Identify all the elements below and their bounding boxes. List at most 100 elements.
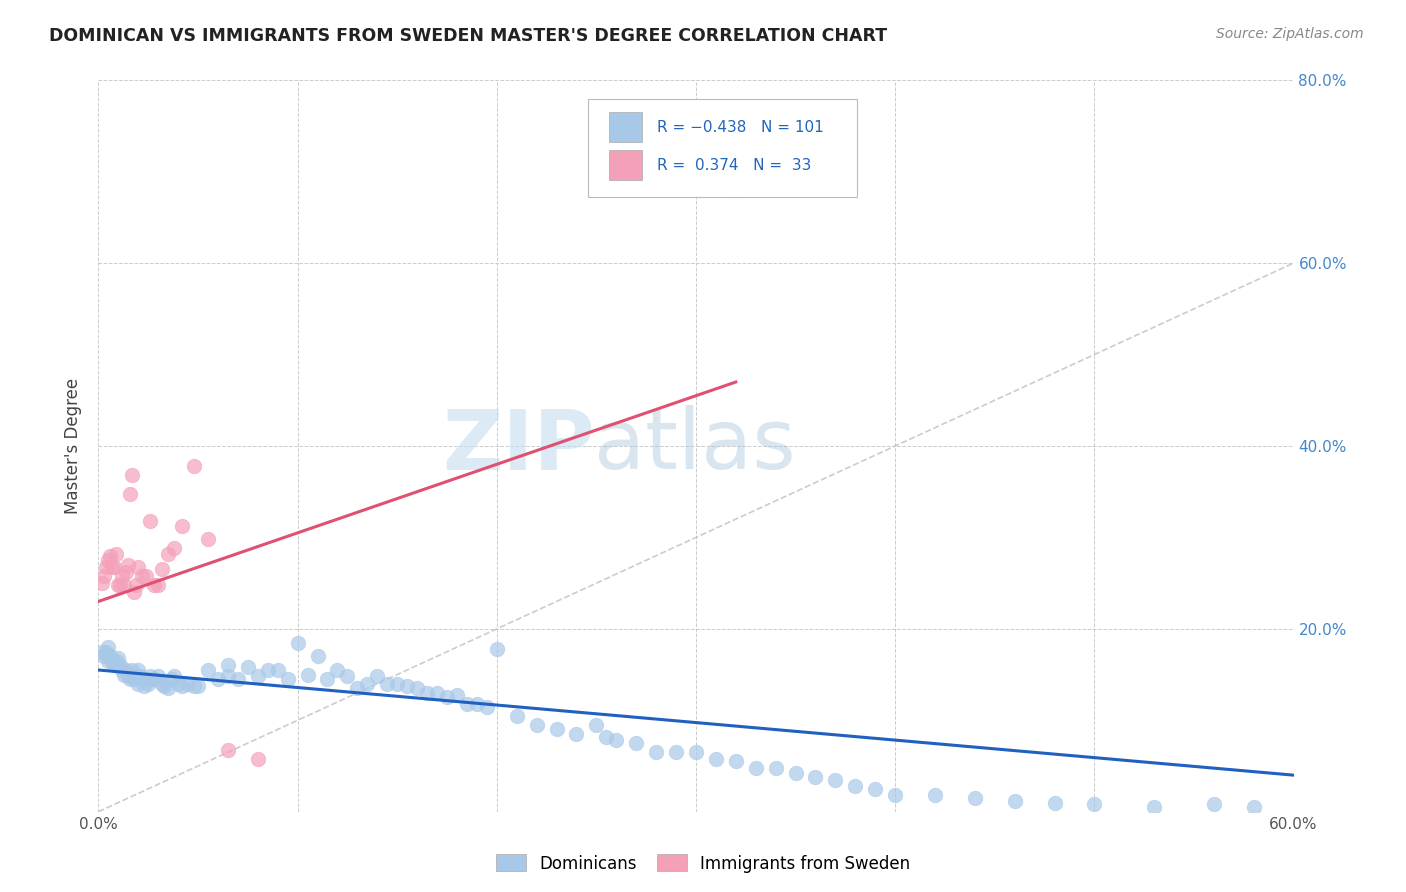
Point <box>745 761 768 775</box>
Point <box>546 723 568 737</box>
Point <box>236 660 259 674</box>
Point <box>127 676 149 690</box>
Point <box>267 663 290 677</box>
Point <box>96 645 118 659</box>
Legend: Dominicans, Immigrants from Sweden: Dominicans, Immigrants from Sweden <box>489 847 917 880</box>
Point <box>207 672 229 686</box>
Point <box>124 672 146 686</box>
Point <box>1202 797 1225 812</box>
Point <box>101 559 124 574</box>
Point <box>605 733 627 747</box>
Point <box>436 690 458 705</box>
Point <box>626 736 648 750</box>
FancyBboxPatch shape <box>609 112 643 143</box>
Point <box>884 789 907 803</box>
Point <box>685 745 707 759</box>
FancyBboxPatch shape <box>589 99 858 197</box>
Point <box>127 663 149 677</box>
Point <box>143 578 166 592</box>
Point <box>172 679 194 693</box>
Text: DOMINICAN VS IMMIGRANTS FROM SWEDEN MASTER'S DEGREE CORRELATION CHART: DOMINICAN VS IMMIGRANTS FROM SWEDEN MAST… <box>49 27 887 45</box>
Point <box>446 688 468 702</box>
Point <box>97 553 120 567</box>
Point <box>595 730 617 744</box>
Point <box>197 533 219 547</box>
Point <box>139 669 162 683</box>
Point <box>110 578 132 592</box>
Point <box>1043 796 1066 810</box>
Point <box>217 742 239 756</box>
Point <box>120 672 142 686</box>
Point <box>316 672 339 686</box>
Point <box>704 752 727 766</box>
Point <box>112 578 135 592</box>
Point <box>93 649 115 664</box>
Point <box>163 541 186 556</box>
Point <box>406 681 429 696</box>
Point <box>924 789 946 803</box>
Point <box>103 658 125 673</box>
Point <box>96 559 118 574</box>
Point <box>117 558 139 572</box>
Point <box>103 559 125 574</box>
Point <box>129 669 152 683</box>
Point <box>115 565 138 579</box>
Point <box>197 663 219 677</box>
Point <box>416 686 439 700</box>
Point <box>246 752 269 766</box>
Point <box>121 663 143 677</box>
Point <box>366 669 388 683</box>
Point <box>120 486 142 500</box>
Point <box>135 672 157 686</box>
Point <box>160 672 183 686</box>
Point <box>585 718 607 732</box>
Point <box>844 779 866 793</box>
Point <box>1004 794 1026 808</box>
Point <box>172 519 194 533</box>
FancyBboxPatch shape <box>609 150 643 180</box>
Point <box>107 651 129 665</box>
Point <box>136 676 159 690</box>
Point <box>157 547 180 561</box>
Point <box>101 654 124 668</box>
Point <box>506 708 529 723</box>
Point <box>141 672 163 686</box>
Point <box>183 679 205 693</box>
Point <box>107 578 129 592</box>
Point <box>107 658 129 673</box>
Point <box>112 667 135 681</box>
Point <box>111 569 134 583</box>
Point <box>183 459 205 474</box>
Point <box>91 645 114 659</box>
Point <box>765 761 787 775</box>
Point <box>97 654 120 668</box>
Point <box>256 663 278 677</box>
Point <box>1143 800 1166 814</box>
Point <box>565 727 588 741</box>
Point <box>131 569 153 583</box>
Point <box>645 745 668 759</box>
Point <box>326 663 349 677</box>
Point <box>217 669 239 683</box>
Point <box>336 669 359 683</box>
Point <box>475 699 498 714</box>
Point <box>226 672 249 686</box>
Point <box>287 635 309 649</box>
Point <box>526 718 548 732</box>
Point <box>111 663 134 677</box>
Point <box>177 676 200 690</box>
Point <box>724 183 747 197</box>
Point <box>124 585 146 599</box>
Point <box>465 697 488 711</box>
Point <box>105 654 128 668</box>
Point <box>117 669 139 683</box>
Point <box>148 669 170 683</box>
Y-axis label: Master's Degree: Master's Degree <box>65 378 83 514</box>
Point <box>963 791 986 805</box>
Point <box>121 468 143 483</box>
Point <box>356 676 378 690</box>
Point <box>97 640 120 655</box>
Point <box>277 672 299 686</box>
Point <box>246 669 269 683</box>
Point <box>143 672 166 686</box>
